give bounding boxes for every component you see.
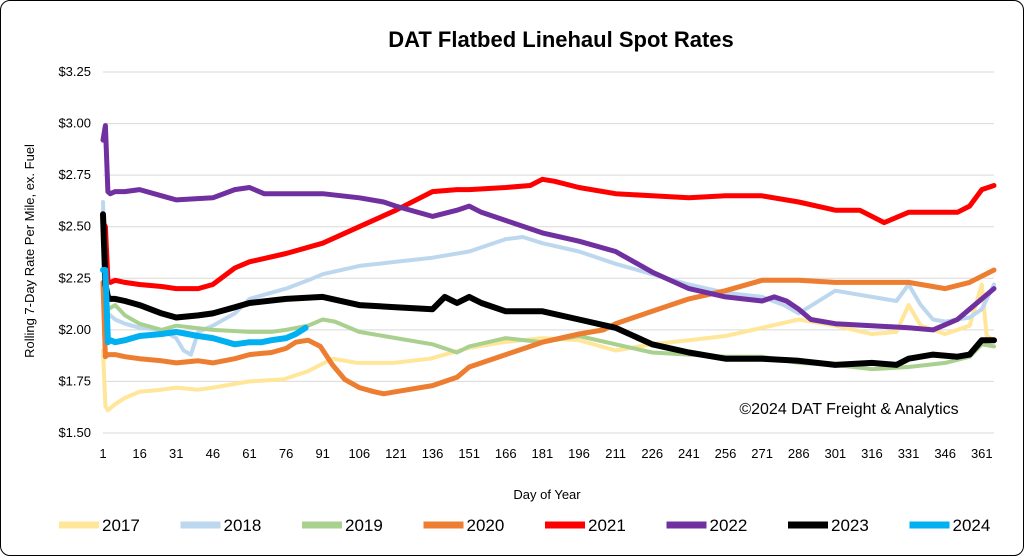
x-tick-label: 1: [99, 446, 106, 461]
x-tick-label: 241: [678, 446, 700, 461]
x-tick-label: 286: [788, 446, 810, 461]
x-tick-label: 46: [206, 446, 220, 461]
x-tick-label: 151: [458, 446, 480, 461]
legend-label-2023: 2023: [831, 516, 869, 535]
x-tick-label: 346: [934, 446, 956, 461]
series-line-2023: [100, 211, 997, 368]
chart-title: DAT Flatbed Linehaul Spot Rates: [388, 27, 734, 52]
legend-label-2020: 2020: [467, 516, 505, 535]
x-tick-label: 166: [495, 446, 517, 461]
y-tick-label: $1.75: [58, 373, 91, 388]
x-tick-label: 271: [751, 446, 773, 461]
x-tick-label: 196: [568, 446, 590, 461]
x-tick-labels: 1 16 31 46 61 76 91 106 121 136 151 166 181 196 211 226…: [99, 446, 992, 461]
x-tick-label: 106: [348, 446, 370, 461]
y-tick-label: $2.25: [58, 270, 91, 285]
series-line-2017: [101, 282, 996, 413]
x-tick-label: 121: [385, 446, 407, 461]
y-tick-labels: $1.50 $1.75 $2.00 $2.25 $2.50 $2.75 $3.00 $3.25: [58, 64, 91, 440]
x-axis-label: Day of Year: [513, 487, 581, 502]
series-line-2022: [100, 123, 997, 333]
y-tick-label: $2.00: [58, 322, 91, 337]
legend-label-2018: 2018: [224, 516, 262, 535]
y-tick-label: $3.00: [58, 116, 91, 131]
legend-label-2017: 2017: [102, 516, 140, 535]
y-tick-label: $2.75: [58, 167, 91, 182]
copyright-annotation: ©2024 DAT Freight & Analytics: [739, 401, 958, 418]
x-tick-label: 211: [605, 446, 626, 461]
legend-label-2024: 2024: [953, 516, 991, 535]
gridlines: [103, 71, 994, 434]
series-line-2024: [100, 267, 309, 348]
series-lines: [100, 123, 997, 413]
x-tick-label: 301: [824, 446, 846, 461]
x-tick-label: 316: [861, 446, 883, 461]
series-line-2018: [101, 200, 996, 357]
x-tick-label: 61: [242, 446, 256, 461]
y-tick-label: $3.25: [58, 64, 91, 79]
legend-label-2021: 2021: [588, 516, 626, 535]
x-tick-label: 16: [132, 446, 146, 461]
series-line-2020: [100, 267, 997, 397]
legend-label-2019: 2019: [345, 516, 383, 535]
x-tick-label: 91: [315, 446, 329, 461]
legend: 2017 2018 2019 2020 2021 2022 2023 2024: [59, 516, 990, 535]
x-tick-label: 136: [422, 446, 444, 461]
y-axis-label: Rolling 7-Day Rate Per Mile, ex. Fuel: [22, 144, 37, 358]
x-tick-label: 181: [532, 446, 554, 461]
x-tick-label: 76: [279, 446, 293, 461]
x-tick-label: 31: [169, 446, 183, 461]
y-tick-label: $1.50: [58, 425, 91, 440]
x-tick-label: 226: [641, 446, 663, 461]
series-line-2021: [100, 176, 997, 292]
x-tick-label: 256: [715, 446, 737, 461]
x-tick-label: 331: [898, 446, 920, 461]
x-tick-label: 361: [971, 446, 993, 461]
legend-label-2022: 2022: [710, 516, 748, 535]
y-tick-label: $2.50: [58, 219, 91, 234]
